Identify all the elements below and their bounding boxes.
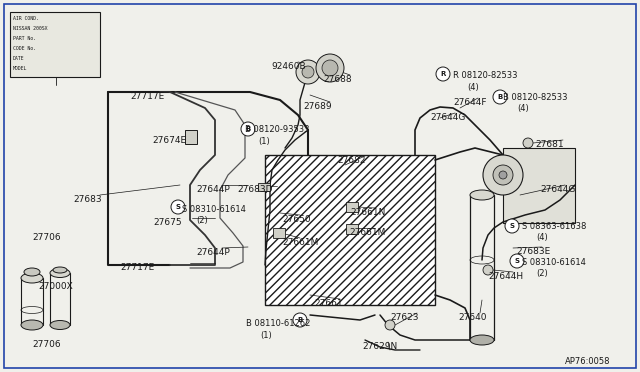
Circle shape	[493, 90, 507, 104]
Text: 27706: 27706	[33, 340, 61, 349]
Text: 27717E: 27717E	[130, 92, 164, 101]
Text: DATE: DATE	[13, 56, 24, 61]
Circle shape	[316, 54, 344, 82]
Text: AIR COND.: AIR COND.	[13, 16, 39, 21]
Text: 27661: 27661	[314, 299, 342, 308]
Bar	[258, 183, 270, 191]
Ellipse shape	[470, 190, 494, 200]
Ellipse shape	[24, 268, 40, 276]
Text: CODE No.: CODE No.	[13, 46, 36, 51]
Text: 27644F: 27644F	[453, 98, 486, 107]
Ellipse shape	[50, 321, 70, 330]
Text: (1): (1)	[260, 331, 272, 340]
Text: B 08120-93533: B 08120-93533	[245, 125, 310, 134]
Ellipse shape	[21, 273, 43, 283]
Bar	[265, 155, 435, 305]
Text: 27644P: 27644P	[196, 185, 230, 194]
Text: AP76:0058: AP76:0058	[565, 357, 611, 366]
Text: 27661M: 27661M	[282, 238, 318, 247]
Text: (2): (2)	[196, 216, 208, 225]
Circle shape	[296, 60, 320, 84]
Text: 27675: 27675	[153, 218, 182, 227]
Bar	[503, 148, 575, 223]
Text: 27661N: 27661N	[350, 208, 385, 217]
Text: (4): (4)	[536, 233, 548, 242]
Circle shape	[171, 200, 185, 214]
Text: 27644G: 27644G	[430, 113, 465, 122]
Circle shape	[302, 66, 314, 78]
Bar	[185, 130, 197, 144]
Text: 27683: 27683	[73, 195, 102, 204]
Text: 27706: 27706	[33, 233, 61, 242]
Circle shape	[523, 138, 533, 148]
Text: B: B	[497, 94, 502, 100]
Text: B: B	[298, 317, 303, 323]
Text: 27681: 27681	[535, 140, 564, 149]
Text: S 08363-61638: S 08363-61638	[522, 222, 586, 231]
Circle shape	[385, 320, 395, 330]
Circle shape	[493, 165, 513, 185]
Text: 27661M: 27661M	[349, 228, 385, 237]
Text: S 08310-61614: S 08310-61614	[522, 258, 586, 267]
Text: 27644P: 27644P	[196, 248, 230, 257]
Text: S: S	[175, 204, 180, 210]
Text: 27674E: 27674E	[152, 136, 186, 145]
Bar	[346, 202, 358, 212]
Text: (2): (2)	[536, 269, 548, 278]
Circle shape	[293, 313, 307, 327]
Text: 27629N: 27629N	[362, 342, 397, 351]
Ellipse shape	[53, 267, 67, 273]
Text: B: B	[245, 126, 251, 132]
Ellipse shape	[470, 335, 494, 345]
Text: (4): (4)	[517, 104, 529, 113]
Circle shape	[483, 265, 493, 275]
Text: B 08110-61262: B 08110-61262	[246, 319, 310, 328]
Text: (4): (4)	[467, 83, 479, 92]
Text: B 08120-82533: B 08120-82533	[503, 93, 568, 102]
Circle shape	[322, 60, 338, 76]
Text: 27650: 27650	[282, 215, 310, 224]
Text: 27640: 27640	[458, 313, 486, 322]
Text: 27682: 27682	[337, 156, 365, 165]
Circle shape	[499, 171, 507, 179]
Text: 27689: 27689	[303, 102, 332, 111]
Bar	[346, 224, 358, 234]
Text: 27000X: 27000X	[38, 282, 74, 291]
Bar	[10, 12, 100, 77]
Circle shape	[436, 67, 450, 81]
Circle shape	[483, 155, 523, 195]
Text: R: R	[440, 71, 445, 77]
Text: R 08120-82533: R 08120-82533	[453, 71, 518, 80]
Text: 27683D: 27683D	[237, 185, 273, 194]
Text: 92460B: 92460B	[271, 62, 306, 71]
Text: (1): (1)	[258, 137, 269, 146]
Bar	[273, 228, 285, 238]
Text: 27717E: 27717E	[120, 263, 154, 272]
Circle shape	[505, 219, 519, 233]
Text: 27644H: 27644H	[488, 272, 523, 281]
Text: NISSAN 200SX: NISSAN 200SX	[13, 26, 47, 31]
Circle shape	[241, 122, 255, 136]
Text: S: S	[509, 223, 515, 229]
Ellipse shape	[50, 269, 70, 278]
Ellipse shape	[21, 320, 43, 330]
Text: S: S	[515, 258, 520, 264]
Text: 27644G: 27644G	[540, 185, 575, 194]
Text: MODEL: MODEL	[13, 66, 28, 71]
Text: PART No.: PART No.	[13, 36, 36, 41]
Text: 27623: 27623	[390, 313, 419, 322]
Text: 27683E: 27683E	[516, 247, 550, 256]
Text: S 08310-61614: S 08310-61614	[182, 205, 246, 214]
Circle shape	[510, 254, 524, 268]
Text: 27688: 27688	[323, 75, 351, 84]
